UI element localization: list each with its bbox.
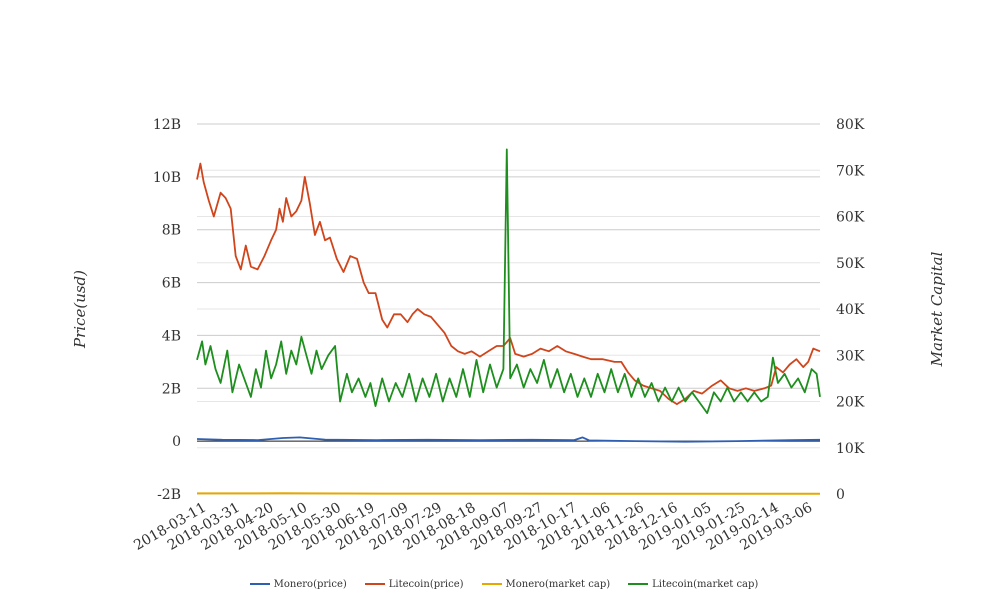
y-right-tick-label: 0 bbox=[836, 487, 845, 503]
legend-label: Monero(market cap) bbox=[505, 578, 611, 590]
left-axis: -2B 0 2B 4B 6B 8B 10B 12B bbox=[153, 117, 181, 503]
legend: Monero(price) Litecoin(price) Monero(marke… bbox=[0, 576, 1008, 592]
legend-item[interactable]: Monero(price) bbox=[249, 576, 347, 592]
y-right-tick-label: 70K bbox=[836, 163, 865, 179]
y-left-axis-title: Price(usd) bbox=[71, 270, 89, 349]
legend-swatch bbox=[364, 583, 385, 585]
series-line-litecoin-price bbox=[196, 162, 821, 406]
legend-swatch bbox=[249, 583, 270, 585]
y-left-tick-label: -2B bbox=[157, 487, 181, 503]
y-right-tick-label: 20K bbox=[836, 395, 865, 411]
y-left-tick-label: 10B bbox=[153, 170, 181, 186]
y-left-tick-label: 12B bbox=[153, 117, 181, 133]
y-right-axis-title: Market Capital bbox=[928, 251, 946, 367]
y-right-tick-label: 30K bbox=[836, 348, 865, 364]
y-left-tick-label: 0 bbox=[172, 434, 181, 450]
y-left-tick-label: 8B bbox=[162, 223, 181, 239]
legend-label: Monero(price) bbox=[273, 578, 347, 590]
legend-swatch bbox=[628, 583, 649, 585]
legend-item[interactable]: Litecoin(price) bbox=[364, 576, 464, 592]
legend-item[interactable]: Litecoin(market cap) bbox=[628, 576, 758, 592]
series-line-litecoin-market-cap bbox=[196, 148, 821, 415]
y-right-tick-label: 60K bbox=[836, 210, 865, 226]
series-line-monero-market-cap bbox=[196, 492, 820, 495]
legend-item[interactable]: Monero(market cap) bbox=[481, 576, 611, 592]
legend-label: Litecoin(price) bbox=[388, 578, 464, 590]
legend-label: Litecoin(market cap) bbox=[652, 578, 759, 590]
y-right-tick-label: 40K bbox=[836, 302, 865, 318]
series-layer bbox=[196, 148, 821, 495]
y-left-tick-label: 6B bbox=[162, 276, 181, 292]
y-left-tick-label: 4B bbox=[162, 328, 181, 344]
series-line-monero-price bbox=[196, 436, 821, 443]
x-axis: 2018-03-112018-03-312018-04-202018-05-10… bbox=[131, 500, 815, 554]
y-left-tick-label: 2B bbox=[162, 381, 181, 397]
y-right-tick-label: 80K bbox=[836, 117, 865, 133]
y-right-tick-label: 10K bbox=[836, 441, 865, 457]
legend-swatch bbox=[481, 583, 502, 585]
y-right-tick-label: 50K bbox=[836, 256, 865, 272]
right-axis: 0 10K 20K 30K 40K 50K 60K 70K 80K bbox=[836, 117, 865, 503]
